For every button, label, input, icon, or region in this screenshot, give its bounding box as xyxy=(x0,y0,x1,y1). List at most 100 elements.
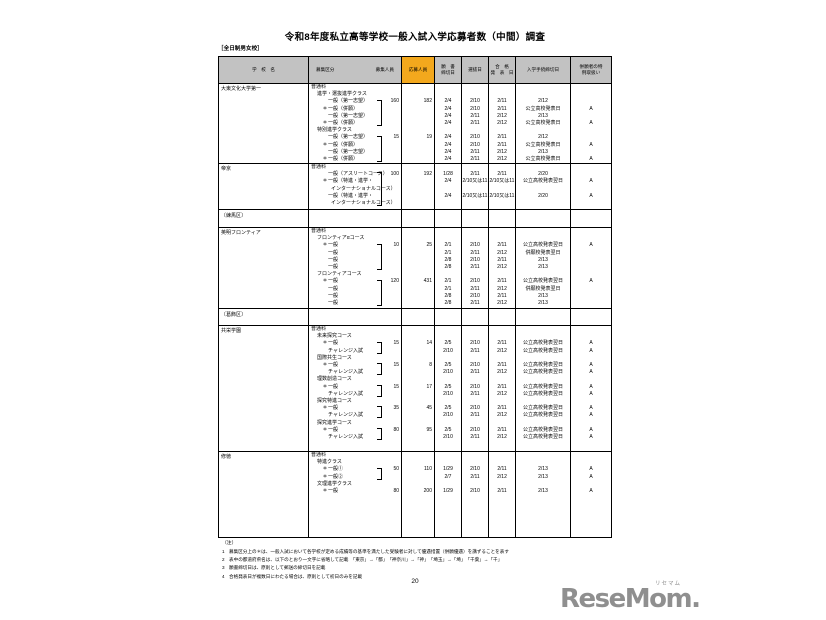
procedure-deadline: 公立高校発表翌日 xyxy=(522,390,563,397)
category-line: 普通科 xyxy=(311,326,327,333)
procedure-deadline: 2/13 xyxy=(538,256,548,263)
group-bracket xyxy=(377,390,382,397)
deadline-date: 2/4 xyxy=(444,192,452,199)
announcement-date: 2/12 xyxy=(497,155,507,162)
category-line: 一般（第一志望） 160 xyxy=(328,98,399,106)
applicants-value: 192 xyxy=(423,171,432,178)
selection-date: 2/10 xyxy=(470,426,480,433)
category-line: 探究進学コース xyxy=(317,419,352,426)
preference-star-marker: ＊ xyxy=(322,362,328,368)
capacity-value: 80 xyxy=(393,426,399,433)
deadline-date: 2/10 xyxy=(443,433,453,440)
header-category: 募集区分 xyxy=(316,67,335,72)
announcement-date: 2/11 xyxy=(497,171,507,178)
preference-star-marker: ＊ xyxy=(322,242,328,249)
category-line: 普通科 xyxy=(311,84,327,90)
deadline-date: 2/1 xyxy=(444,278,452,285)
category-line: インターナショナルコース） xyxy=(331,199,396,206)
special-treatment-mark: A xyxy=(589,412,593,419)
announcement-date: 2/11 xyxy=(497,105,507,112)
special-treatment-mark: A xyxy=(589,242,593,249)
special-treatment-mark: A xyxy=(589,405,593,412)
category-line: ＊一般 120 xyxy=(322,278,399,286)
group-bracket xyxy=(377,199,382,206)
group-bracket xyxy=(377,135,382,142)
group-bracket xyxy=(377,406,382,413)
procedure-deadline: 公立高校発表翌日 xyxy=(522,242,563,249)
procedure-deadline: 2/13 xyxy=(538,466,548,473)
header-school-name: 学 校 名 xyxy=(219,57,308,83)
category-line: 一般（第一志望） 15 xyxy=(328,134,399,142)
school-name: 修徳 xyxy=(221,453,232,460)
group-bracket xyxy=(377,473,382,480)
announcement-date: 2/12 xyxy=(497,148,507,155)
announcement-date: 2/11 xyxy=(497,362,507,368)
group-bracket xyxy=(377,148,382,157)
group-bracket xyxy=(377,363,382,370)
deadline-date: 2/1 xyxy=(444,249,452,256)
applicants-value: 17 xyxy=(426,383,432,390)
group-bracket xyxy=(377,412,382,419)
header-category-capacity: 募集区分 募集人員 xyxy=(308,57,401,83)
group-bracket xyxy=(377,249,382,257)
deadline-date: 2/1 xyxy=(444,285,452,292)
preference-star-marker: ＊ xyxy=(322,119,328,126)
procedure-deadline: 公立高校発表日 xyxy=(525,155,561,162)
category-line: 国際共生コース xyxy=(317,354,352,361)
announcement-date: 2/12 xyxy=(497,433,507,440)
announcement-date: 2/12 xyxy=(497,264,507,270)
selection-date: 2/10 xyxy=(470,340,480,347)
deadline-date: 2/4 xyxy=(444,148,452,155)
preference-star-marker: ＊ xyxy=(322,426,328,433)
applicants-value: 14 xyxy=(426,340,432,347)
category-line: 特別進学クラス xyxy=(317,127,352,134)
group-bracket xyxy=(377,141,382,149)
announcement-date: 2/12 xyxy=(497,347,507,354)
deadline-date: 2/10 xyxy=(443,347,453,354)
announcement-date: 2/12 xyxy=(497,119,507,126)
category-line: 一般 xyxy=(309,256,401,265)
group-bracket xyxy=(377,467,382,474)
logo-ruby-text: リセマム xyxy=(655,581,682,587)
header-applicants: 応募人員 xyxy=(401,57,434,83)
selection-date: 2/11 xyxy=(470,285,480,292)
special-treatment-mark: A xyxy=(589,141,593,148)
school-name: 共栄学園 xyxy=(221,327,242,334)
preference-star-marker: ＊ xyxy=(322,155,328,162)
special-treatment-mark: A xyxy=(589,362,593,368)
preference-star-marker: ＊ xyxy=(322,278,328,285)
special-treatment-mark: A xyxy=(589,347,593,354)
group-bracket xyxy=(377,299,382,306)
category-line: フロンティアコース xyxy=(317,271,362,278)
selection-date: 2/11 xyxy=(470,119,480,126)
category-line: 一般 xyxy=(309,285,401,293)
group-bracket xyxy=(377,192,382,201)
group-bracket xyxy=(377,112,382,121)
category-line: 文理進学クラス xyxy=(317,480,352,487)
procedure-deadline: 2/13 xyxy=(538,292,548,299)
procedure-deadline: 2/12 xyxy=(538,98,548,105)
preference-star-marker: ＊ xyxy=(322,405,328,412)
group-bracket xyxy=(377,279,382,286)
school-section: 帝京 普通科 一般（アスリートコース） 100 ＊一般（特進・進学・ インターナショナルコ… xyxy=(219,163,611,210)
deadline-date: 2/7 xyxy=(444,473,452,480)
procedure-deadline: 公立高校発表日 xyxy=(525,105,561,112)
procedure-deadline: 公立高校発表翌日 xyxy=(522,383,563,390)
special-treatment-mark: A xyxy=(589,369,593,376)
announcement-date: 2/12 xyxy=(497,249,507,256)
header-special-treatment: 併願者の特 例取扱い xyxy=(570,57,611,83)
group-bracket xyxy=(377,256,382,265)
announcement-date: 2/12 xyxy=(497,412,507,419)
announcement-date: 2/11 xyxy=(497,134,507,141)
group-bracket xyxy=(377,178,382,186)
procedure-deadline: 併願校発表翌日 xyxy=(525,249,561,256)
announcement-date: 2/11 xyxy=(497,340,507,347)
applicants-value: 45 xyxy=(426,405,432,412)
announcement-date: 2/12 xyxy=(497,299,507,306)
announcement-date: 2/12 xyxy=(497,473,507,480)
deadline-date: 2/4 xyxy=(444,178,452,185)
procedure-deadline: 2/13 xyxy=(538,488,548,494)
special-treatment-mark: A xyxy=(589,119,593,126)
deadline-date: 2/10 xyxy=(443,412,453,419)
announcement-date: 2/11 xyxy=(497,466,507,473)
